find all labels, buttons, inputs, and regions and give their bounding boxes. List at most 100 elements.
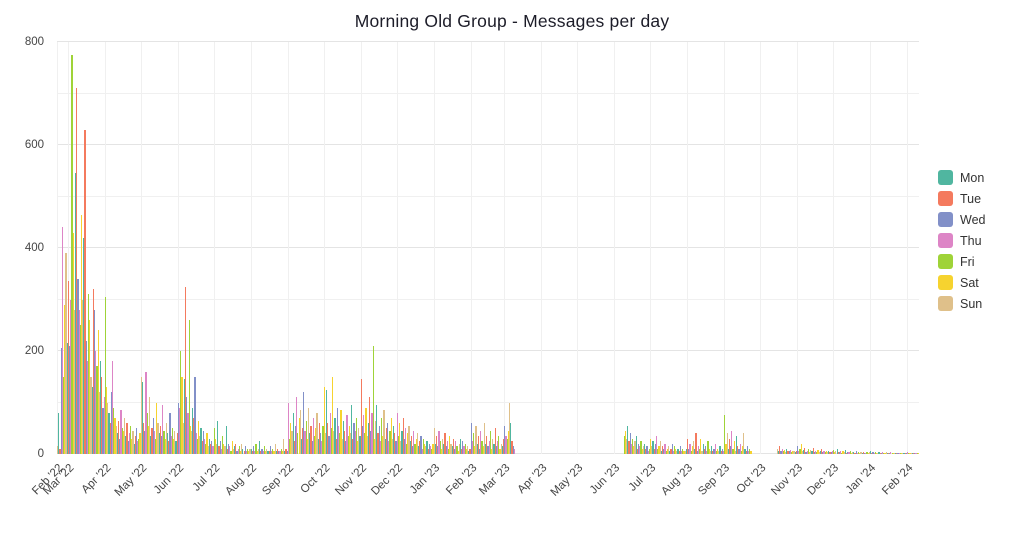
day-bar	[72, 232, 74, 454]
day-bar	[391, 438, 393, 454]
day-bar	[194, 376, 196, 454]
day-bar	[83, 237, 85, 454]
day-bar	[724, 415, 726, 454]
day-bar	[479, 448, 481, 454]
day-bar	[652, 441, 654, 454]
day-bar	[467, 446, 469, 454]
day-bar	[183, 379, 185, 454]
day-bar	[388, 441, 390, 454]
day-bar	[694, 448, 696, 454]
day-bar	[636, 448, 639, 454]
day-bar	[187, 412, 189, 454]
v-gridline	[213, 42, 215, 454]
day-bar	[689, 443, 691, 454]
day-bar	[352, 438, 354, 454]
day-bar	[895, 452, 897, 454]
day-bar	[485, 443, 487, 454]
day-bar	[443, 443, 445, 454]
day-bar	[398, 423, 401, 454]
day-bar	[846, 452, 848, 454]
day-bar	[787, 451, 789, 454]
day-bar	[513, 448, 515, 454]
day-bar	[177, 402, 179, 454]
day-bar	[189, 425, 191, 454]
day-bar	[98, 392, 101, 454]
day-bar	[673, 446, 676, 454]
day-bar	[507, 430, 509, 454]
h-gridline	[57, 350, 919, 351]
v-gridline	[433, 42, 435, 454]
day-bar	[378, 425, 380, 454]
x-tick-label: Feb '24	[880, 462, 916, 498]
day-bar	[256, 451, 258, 454]
x-tick-label: Nov '22	[333, 462, 370, 498]
day-bar	[671, 443, 673, 454]
day-bar	[96, 366, 98, 454]
day-bar	[826, 452, 829, 454]
day-bar	[178, 407, 181, 454]
day-bar	[300, 438, 303, 454]
day-bar	[624, 430, 627, 454]
gridlines	[57, 41, 919, 454]
day-bar	[103, 397, 105, 454]
day-bar	[266, 448, 268, 454]
day-bar	[679, 446, 682, 454]
day-bar	[841, 452, 843, 454]
day-bar	[182, 423, 184, 454]
day-bar	[114, 417, 116, 454]
day-bar	[630, 443, 633, 454]
day-bar	[192, 407, 194, 454]
day-bar	[482, 446, 484, 454]
day-bar	[297, 433, 299, 454]
day-bar	[657, 448, 659, 454]
day-bar	[646, 446, 648, 454]
day-bar	[269, 446, 271, 454]
x-tick-label: Jul '23	[626, 462, 659, 494]
day-bar	[77, 278, 79, 454]
day-bar	[111, 361, 114, 454]
day-bar	[438, 430, 440, 454]
day-bar	[800, 443, 802, 454]
day-bar	[483, 423, 485, 454]
day-bar	[462, 441, 464, 454]
day-bar	[488, 441, 490, 454]
day-bar	[880, 452, 882, 454]
day-bar	[684, 451, 686, 454]
day-bar	[94, 309, 96, 454]
x-tick-label: Apr '22	[79, 462, 114, 496]
day-bar	[305, 420, 307, 454]
day-bar	[353, 423, 355, 454]
day-bar	[88, 294, 90, 454]
day-bar	[169, 412, 171, 454]
day-bar	[500, 443, 502, 454]
day-bar	[812, 447, 814, 454]
y-tick-label: 800	[24, 36, 44, 48]
day-bar	[850, 452, 853, 454]
day-bar	[260, 451, 262, 454]
day-bar	[232, 448, 234, 454]
legend-item: Wed	[938, 212, 985, 227]
day-bar	[725, 443, 727, 454]
day-bar	[818, 451, 820, 454]
day-bar	[262, 451, 264, 454]
day-bar	[736, 435, 738, 454]
day-bar	[672, 451, 674, 454]
day-bar	[366, 435, 368, 454]
day-bar	[129, 425, 132, 454]
day-bar	[715, 451, 717, 454]
legend-item: Sun	[938, 296, 985, 311]
day-bar	[304, 430, 306, 454]
day-bar	[161, 435, 163, 454]
day-bar	[287, 402, 289, 454]
day-bar	[337, 425, 340, 454]
day-bar	[468, 451, 470, 454]
day-bar	[181, 376, 183, 454]
day-bar	[261, 448, 263, 454]
day-bar	[401, 430, 403, 454]
day-bar	[253, 446, 255, 454]
day-bar	[627, 425, 629, 454]
day-bar	[144, 430, 146, 454]
day-bar	[834, 452, 836, 454]
day-bar	[493, 443, 495, 454]
